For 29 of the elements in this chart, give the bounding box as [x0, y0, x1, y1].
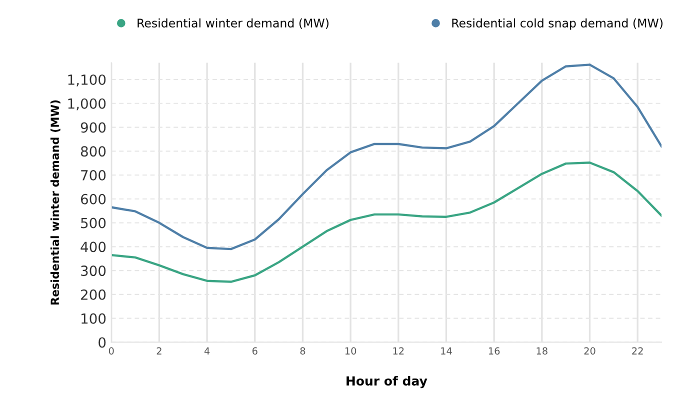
- x-tick-label: 18: [536, 347, 548, 355]
- y-tick-label: 300: [81, 266, 106, 276]
- y-tick-label: 900: [80, 122, 106, 133]
- x-tick-label: 2: [156, 347, 162, 354]
- y-tick-label: 700: [81, 170, 106, 181]
- line-series: [111, 64, 662, 250]
- y-tick-label: 100: [82, 313, 106, 324]
- x-tick-label: 4: [204, 347, 210, 354]
- x-tick-label: 10: [345, 347, 356, 355]
- x-tick-label: 0: [108, 347, 114, 355]
- x-tick-label: 22: [632, 347, 643, 354]
- y-tick-label: 500: [81, 218, 106, 228]
- legend-label: Residential cold snap demand (MW): [452, 18, 662, 30]
- y-tick-label: 800: [80, 146, 106, 157]
- x-tick-label: 14: [441, 347, 452, 354]
- x-tick-label: 12: [393, 347, 404, 354]
- y-tick-label: 1,100: [68, 74, 106, 86]
- y-tick-label: 200: [81, 289, 106, 300]
- y-tick-label: 600: [80, 194, 106, 204]
- y-axis-title: Residential winter demand (MW): [50, 100, 60, 305]
- y-tick-label: 1,000: [68, 98, 106, 110]
- legend-label: Residential winter demand (MW): [138, 18, 328, 29]
- x-tick-label: 6: [252, 347, 258, 355]
- y-tick-label: 400: [80, 242, 106, 252]
- x-tick-label: 20: [584, 347, 596, 355]
- x-tick-label: 8: [300, 347, 306, 355]
- line-series: [111, 162, 662, 283]
- x-axis-title: Hour of day: [346, 376, 428, 388]
- x-tick-label: 16: [488, 347, 500, 355]
